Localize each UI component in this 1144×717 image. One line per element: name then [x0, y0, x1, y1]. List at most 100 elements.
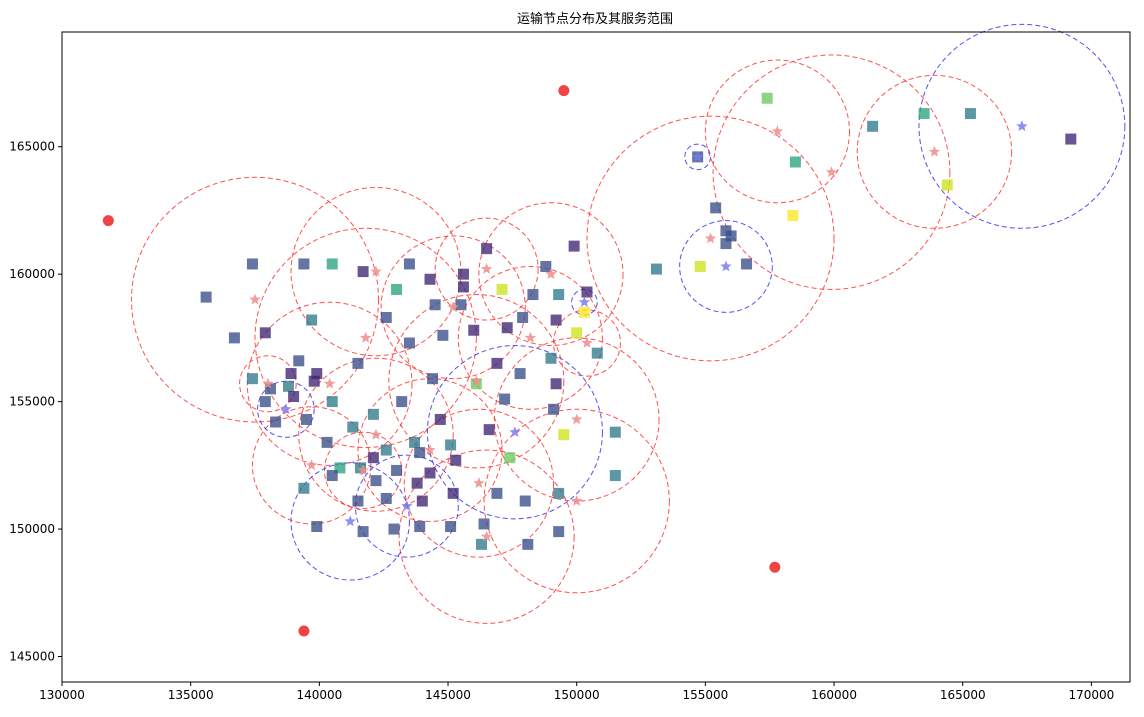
square-marker [380, 444, 392, 456]
square-marker [761, 92, 773, 104]
x-axis: 130000 135000 140000 145000 150000 155000 1600… [39, 682, 1114, 702]
service-range-circle [254, 227, 477, 448]
square-marker [455, 299, 467, 311]
square-marker [414, 447, 426, 459]
square-marker [367, 452, 379, 464]
square-marker [447, 487, 459, 499]
square-marker [357, 266, 369, 278]
star-marker [401, 500, 413, 511]
square-marker [558, 429, 570, 441]
service-range-circle [298, 357, 454, 512]
square-marker [391, 464, 403, 476]
square-marker [416, 495, 428, 507]
star-marker [359, 331, 372, 343]
square-marker [411, 477, 423, 489]
service-range-circle [403, 408, 555, 558]
service-range-circle [388, 294, 565, 469]
star-marker [262, 377, 274, 389]
square-marker [581, 286, 593, 298]
square-marker [545, 352, 557, 364]
star-marker [825, 166, 838, 178]
square-marker [964, 108, 976, 120]
square-marker [298, 258, 310, 270]
x-tick-label: 140000 [296, 688, 342, 702]
square-marker [370, 475, 382, 487]
square-marker [437, 329, 449, 341]
square-marker [517, 311, 529, 323]
x-tick-label: 130000 [39, 688, 85, 702]
square-marker [380, 311, 392, 323]
service-range-circle [130, 176, 380, 423]
square-marker [710, 202, 722, 214]
square-marker [478, 518, 490, 530]
service-range-circle [712, 54, 951, 290]
square-marker [475, 538, 487, 550]
square-marker [200, 291, 212, 303]
square-marker [355, 462, 367, 474]
square-marker [391, 283, 403, 295]
star-marker [480, 530, 493, 542]
square-marker [259, 396, 271, 408]
service-range-circle [380, 235, 526, 380]
service-range-circle [918, 23, 1126, 229]
square-marker [650, 263, 662, 275]
square-marker [445, 439, 457, 451]
square-marker [306, 314, 318, 326]
star-marker [344, 515, 356, 527]
square-marker [514, 368, 526, 380]
square-marker [282, 380, 294, 392]
square-marker [259, 327, 271, 339]
square-marker [326, 396, 338, 408]
plot-frame [61, 31, 1131, 683]
star-marker [771, 125, 784, 137]
square-marker [367, 408, 379, 420]
square-marker [501, 322, 513, 334]
plot-area [102, 23, 1126, 637]
square-marker [285, 368, 297, 380]
service-range-circle [704, 59, 850, 204]
red-point [769, 561, 781, 573]
square-marker [352, 495, 364, 507]
x-tick-label: 150000 [554, 688, 600, 702]
service-range-circle [434, 217, 539, 321]
square-marker [491, 487, 503, 499]
x-tick-label: 165000 [940, 688, 986, 702]
square-marker [424, 273, 436, 285]
square-marker [326, 258, 338, 270]
square-marker [403, 337, 415, 349]
x-tick-label: 145000 [425, 688, 471, 702]
square-marker [609, 426, 621, 438]
x-tick-label: 155000 [682, 688, 728, 702]
square-marker [445, 521, 457, 533]
red-point [102, 215, 114, 227]
square-marker [568, 240, 580, 252]
square-marker [550, 314, 562, 326]
square-marker [578, 306, 590, 318]
star-marker [691, 150, 704, 162]
square-marker [867, 120, 879, 132]
square-marker [789, 156, 801, 168]
y-tick-label: 150000 [9, 522, 55, 536]
square-marker [300, 413, 312, 425]
square-marker [434, 413, 446, 425]
square-marker [321, 436, 333, 448]
square-marker [457, 268, 469, 280]
square-marker [550, 378, 562, 390]
star-marker [305, 459, 318, 471]
square-marker [347, 421, 359, 433]
square-marker [228, 332, 240, 344]
red-point [298, 625, 310, 637]
square-marker [293, 355, 305, 367]
square-marker [403, 258, 415, 270]
square-marker [396, 396, 408, 408]
square-marker [326, 470, 338, 482]
star-marker [370, 428, 382, 440]
y-tick-label: 160000 [9, 267, 55, 281]
star-marker [249, 293, 261, 305]
service-range-circle [684, 143, 712, 171]
square-marker [429, 299, 441, 311]
star-marker [323, 377, 336, 389]
service-range-circle [290, 462, 410, 581]
square-marker [246, 373, 258, 385]
star-marker [578, 296, 591, 308]
